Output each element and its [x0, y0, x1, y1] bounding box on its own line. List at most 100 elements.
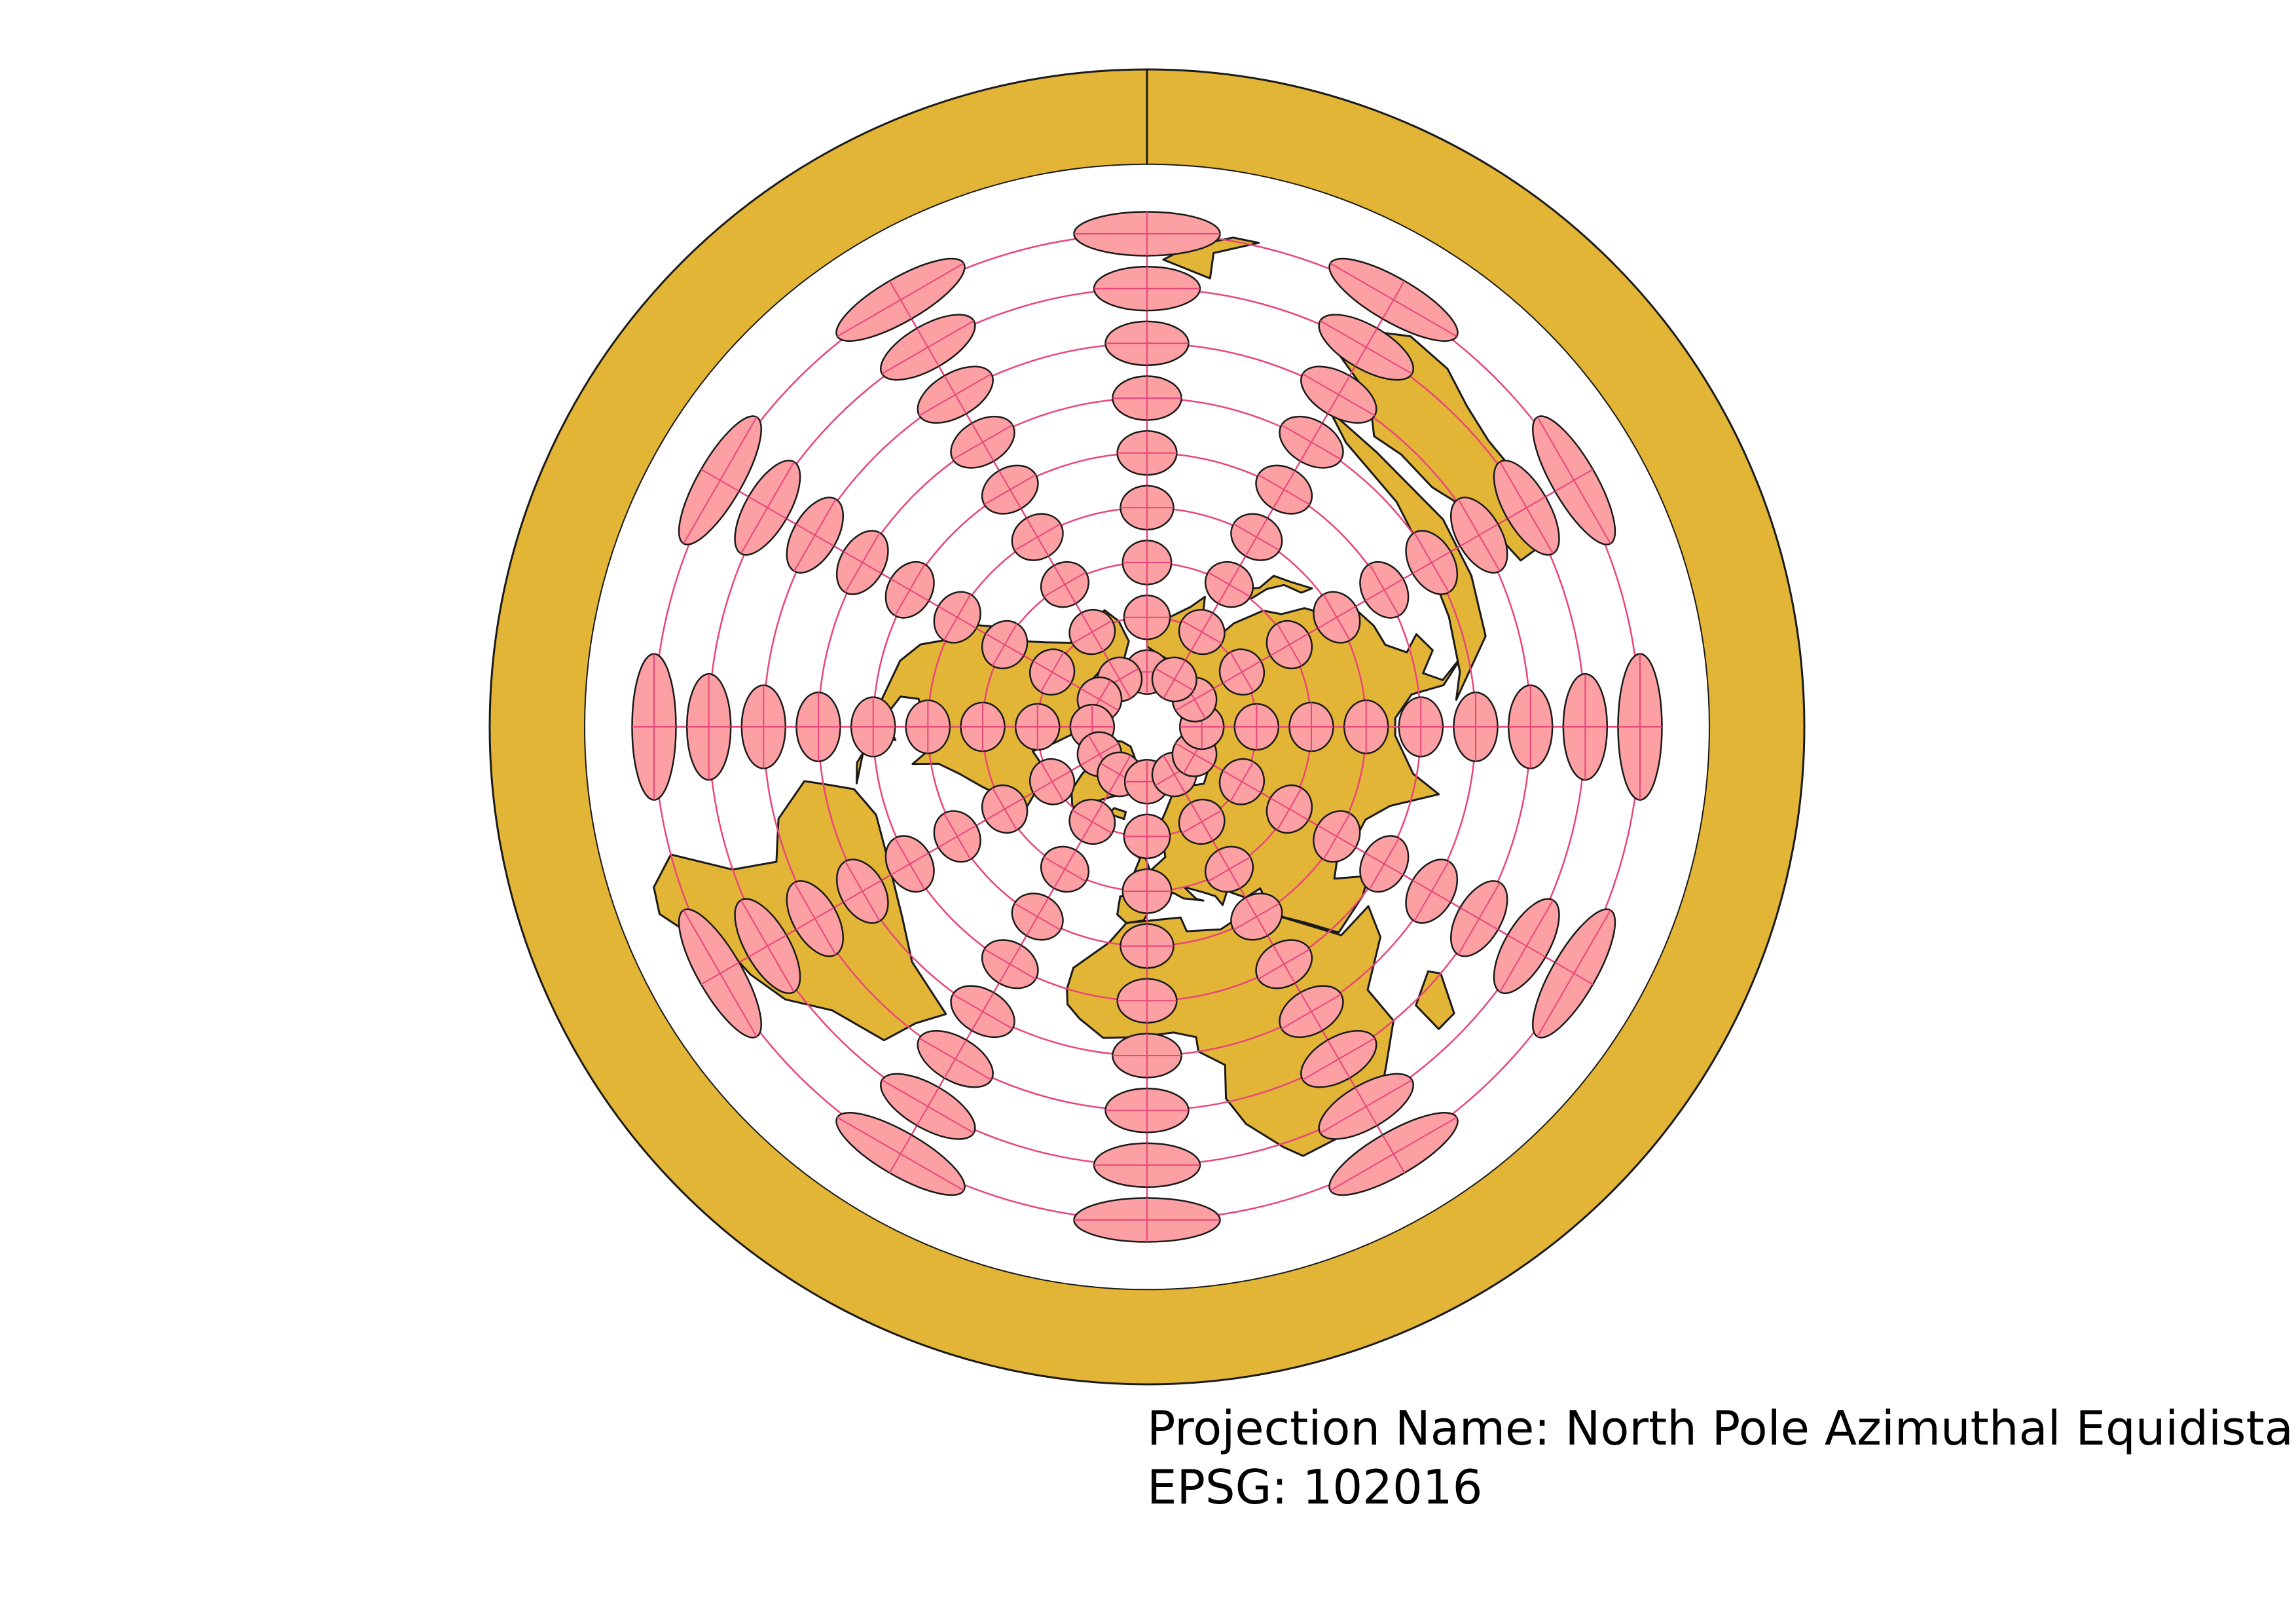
- ocean-disc: [490, 69, 1804, 1384]
- tissot-indicatrix: [1405, 858, 1459, 924]
- tissot-axis: [938, 824, 977, 848]
- tissot-axis: [1364, 578, 1404, 602]
- tissot-indicatrix: [678, 415, 762, 545]
- tissot-indicatrix: [981, 784, 1029, 834]
- tissot-axis: [1053, 565, 1077, 604]
- tissot-indicatrix: [950, 985, 1015, 1039]
- tissot-indicatrix: [1449, 880, 1508, 957]
- tissot-indicatrix: [1178, 608, 1226, 655]
- tissot-axis: [1412, 551, 1451, 574]
- tissot-axis: [1381, 1134, 1406, 1173]
- tissot-indicatrix: [685, 673, 732, 781]
- tissot-indicatrix: [835, 530, 889, 595]
- tissot-axis: [1190, 802, 1214, 841]
- tissot-axis: [985, 797, 1025, 821]
- tissot-axis: [1108, 755, 1131, 794]
- tissot-axis: [701, 468, 740, 492]
- tissot-axis: [1222, 660, 1262, 684]
- tissot-indicatrix: [734, 459, 801, 556]
- tissot-indicatrix: [850, 696, 896, 758]
- tissot-axis: [748, 934, 787, 958]
- tissot-indicatrix: [1328, 257, 1459, 342]
- tissot-axis: [1355, 327, 1378, 367]
- tissot-axis: [1032, 770, 1072, 794]
- tissot-indicatrix: [1218, 758, 1266, 805]
- tissot-indicatrix: [1068, 608, 1116, 655]
- tissot-indicatrix: [1300, 365, 1377, 424]
- tissot-axis: [998, 470, 1022, 509]
- tissot-indicatrix: [1151, 656, 1197, 703]
- tissot-indicatrix: [1040, 845, 1090, 893]
- tissot-indicatrix: [1112, 1033, 1182, 1079]
- tissot-indicatrix: [1218, 648, 1266, 696]
- tissot-indicatrix: [905, 699, 951, 754]
- tissot-axis: [1217, 849, 1241, 889]
- tissot-axis: [795, 907, 835, 931]
- tissot-indicatrix: [734, 898, 801, 995]
- tissot-indicatrix: [1313, 591, 1361, 644]
- tissot-axis: [1507, 496, 1546, 519]
- tissot-indicatrix: [1405, 530, 1459, 595]
- tissot-indicatrix: [1279, 985, 1344, 1039]
- tissot-indicatrix: [1493, 459, 1560, 556]
- tissot-axis: [1026, 897, 1049, 936]
- tissot-indicatrix: [1204, 561, 1254, 608]
- tissot-indicatrix: [740, 684, 787, 769]
- tissot-axis: [1269, 633, 1309, 657]
- tissot-axis: [916, 327, 939, 367]
- tissot-indicatrix: [950, 415, 1015, 469]
- tissot-indicatrix: [981, 619, 1029, 670]
- tissot-indicatrix: [981, 939, 1039, 989]
- tissot-indicatrix: [933, 591, 981, 644]
- tissot-indicatrix: [933, 810, 981, 863]
- tissot-axis: [916, 1087, 939, 1126]
- tissot-indicatrix: [786, 880, 845, 957]
- tissot-axis: [1108, 660, 1131, 699]
- tissot-axis: [1317, 824, 1357, 848]
- tissot-indicatrix: [1562, 673, 1609, 781]
- tissot-axis: [888, 280, 913, 320]
- tissot-indicatrix: [1266, 619, 1313, 670]
- epsg-label: EPSG: 102016: [1147, 1460, 1483, 1515]
- tissot-axis: [748, 496, 787, 519]
- tissot-axis: [843, 879, 882, 903]
- tissot-indicatrix: [835, 858, 889, 924]
- tissot-indicatrix: [1014, 703, 1061, 751]
- tissot-indicatrix: [786, 496, 845, 574]
- tissot-axis: [1412, 879, 1451, 903]
- tissot-axis: [1554, 468, 1594, 492]
- tissot-indicatrix: [917, 365, 994, 424]
- tissot-indicatrix: [835, 1112, 966, 1196]
- tissot-indicatrix: [1300, 1029, 1377, 1088]
- projection-name-label: Projection Name: North Pole Azimuthal Eq…: [1147, 1401, 2296, 1456]
- tissot-axis: [1163, 660, 1186, 699]
- tissot-axis: [1272, 944, 1296, 984]
- tissot-indicatrix: [1230, 513, 1283, 561]
- tissot-indicatrix: [1288, 701, 1334, 752]
- tissot-indicatrix: [1011, 893, 1064, 941]
- tissot-indicatrix: [1230, 893, 1283, 941]
- tissot-axis: [1300, 992, 1323, 1031]
- tissot-indicatrix: [1123, 594, 1171, 640]
- tissot-indicatrix: [1029, 648, 1076, 696]
- tissot-indicatrix: [795, 692, 841, 762]
- tissot-indicatrix: [1120, 485, 1175, 531]
- tissot-indicatrix: [1398, 696, 1444, 758]
- tissot-indicatrix: [1359, 561, 1410, 619]
- tissot-indicatrix: [1266, 784, 1313, 834]
- tissot-indicatrix: [1359, 835, 1410, 893]
- tissot-axis: [1175, 688, 1214, 711]
- tissot-axis: [1459, 907, 1499, 931]
- tissot-axis: [1300, 422, 1323, 462]
- tissot-indicatrix: [1328, 1112, 1459, 1196]
- tissot-axis: [701, 961, 740, 986]
- tissot-indicatrix: [1104, 1087, 1190, 1134]
- tissot-indicatrix: [1073, 1197, 1221, 1243]
- tissot-axis: [1364, 852, 1404, 876]
- map-outline-layer: [488, 68, 1806, 1386]
- tissot-axis: [943, 375, 967, 415]
- tissot-axis: [1217, 565, 1241, 604]
- tissot-indicatrix-layer: [631, 211, 1663, 1243]
- tissot-indicatrix: [1123, 813, 1171, 860]
- tissot-axis: [1080, 688, 1119, 711]
